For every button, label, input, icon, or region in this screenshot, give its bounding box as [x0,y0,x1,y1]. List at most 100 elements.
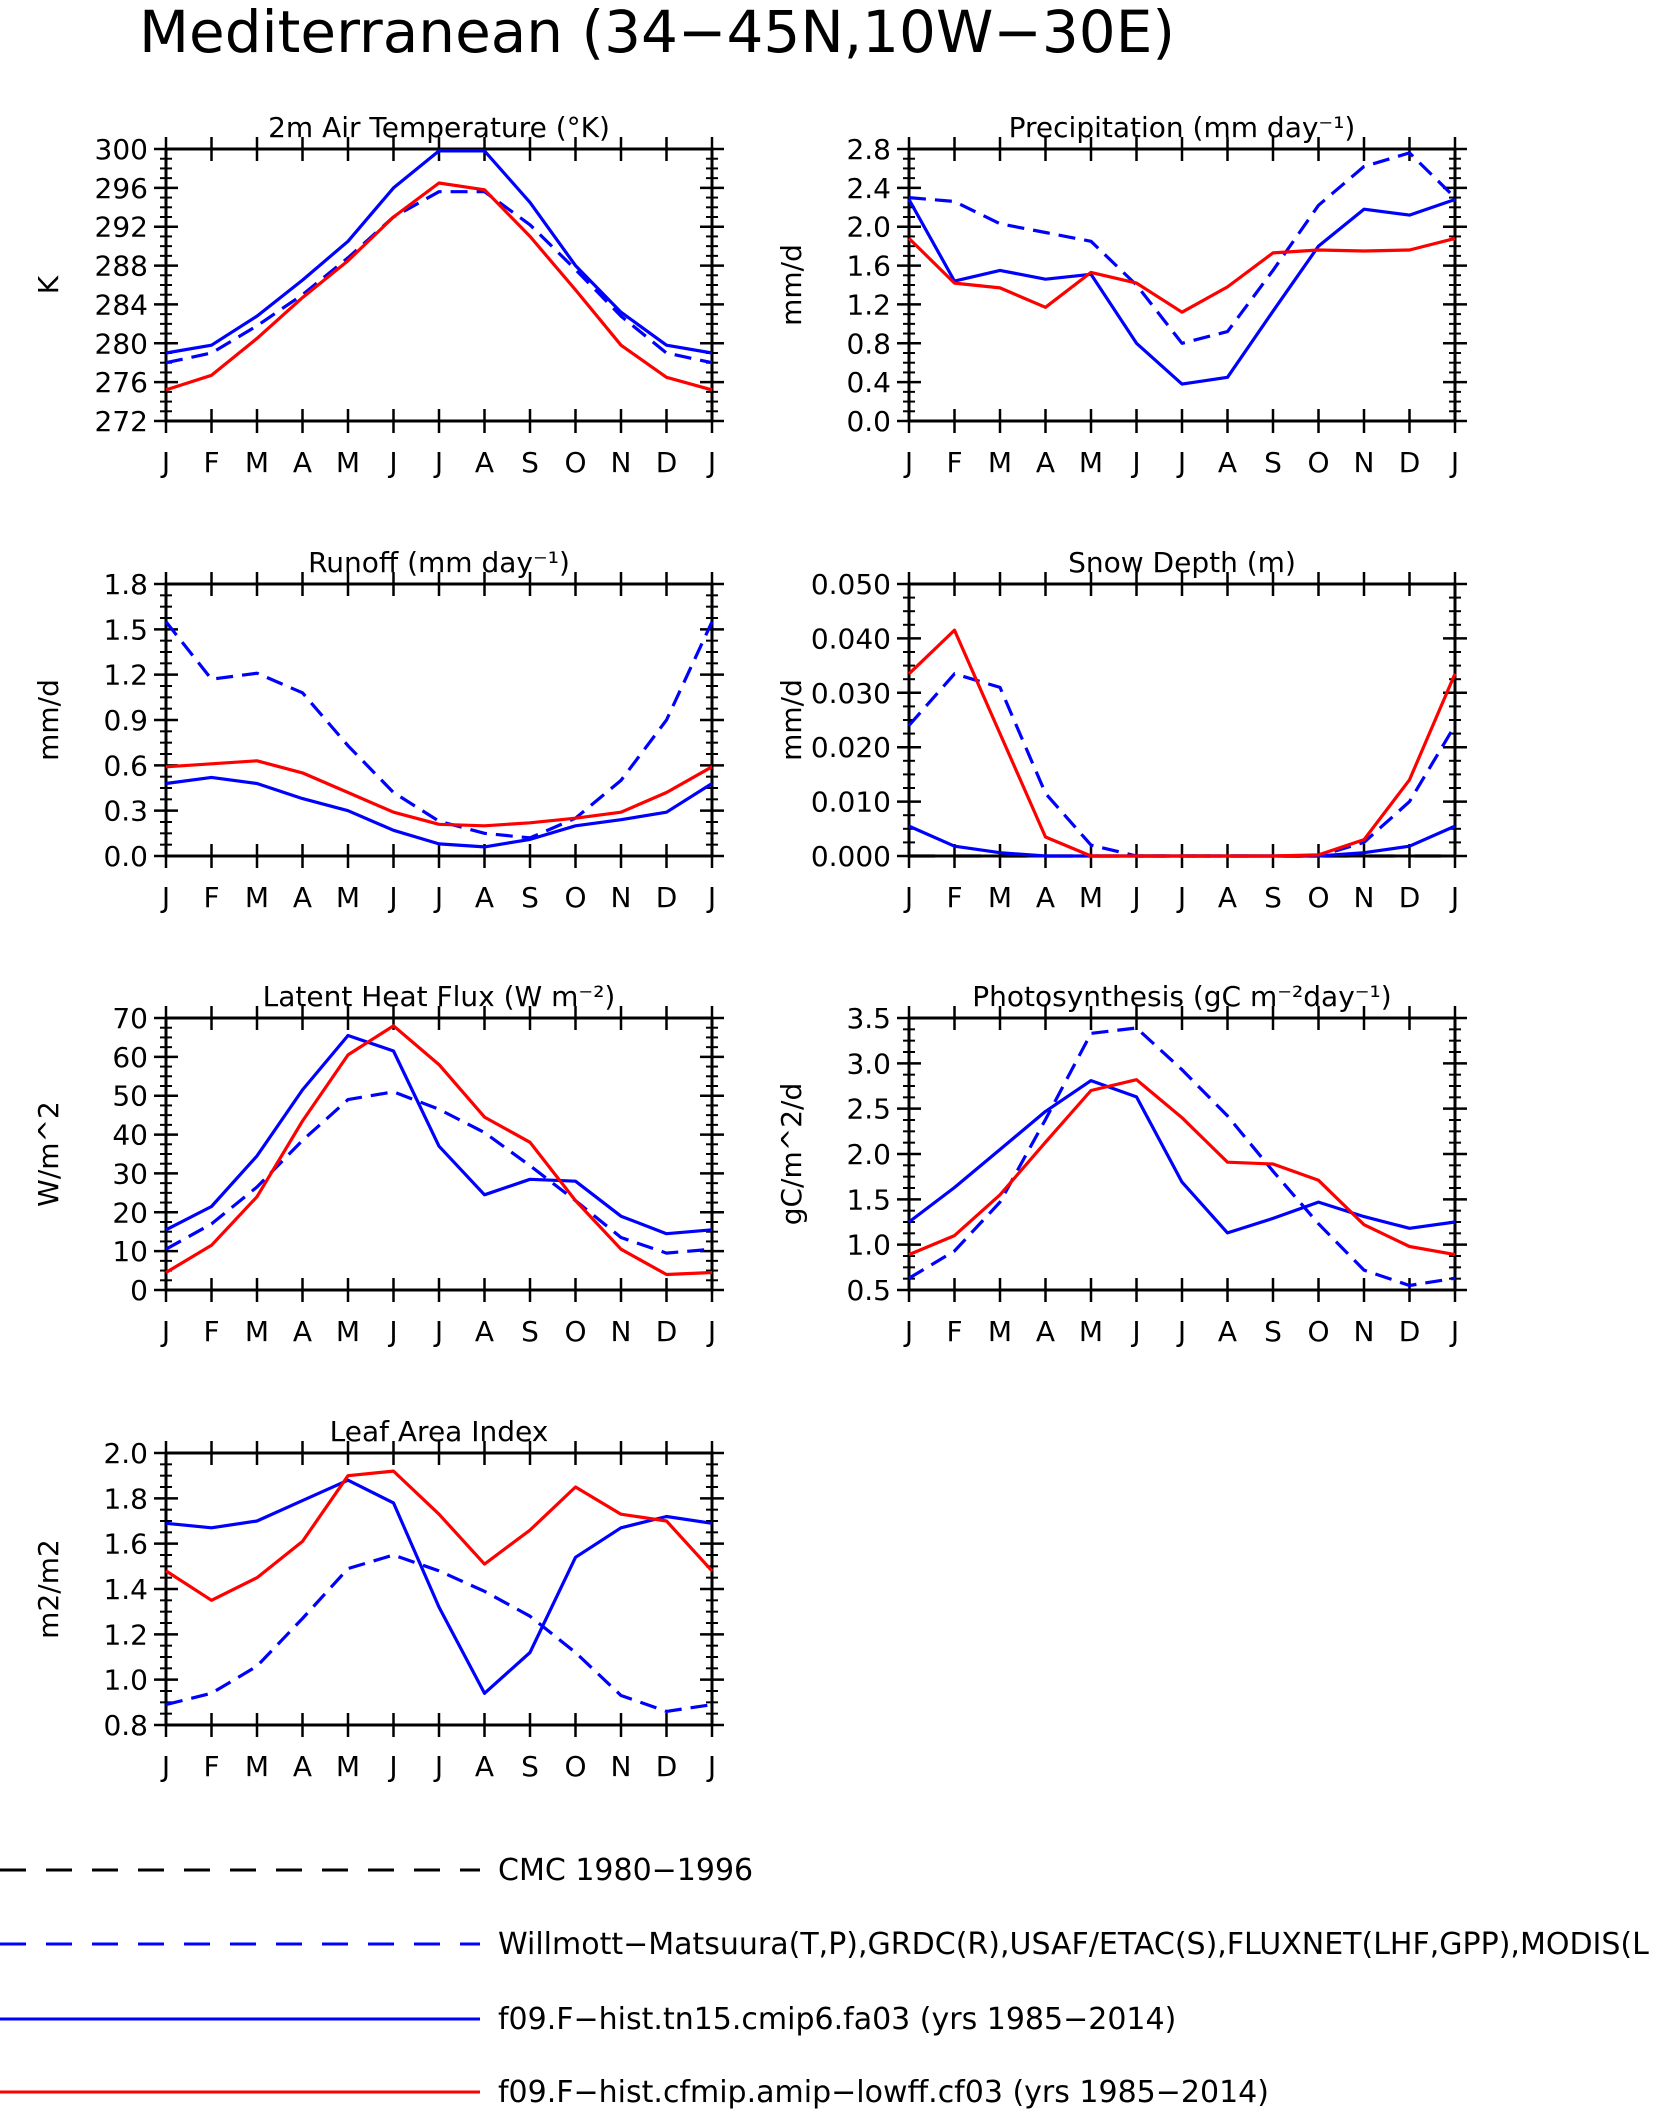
series-line-1 [164,620,714,840]
y-tick-label: 50 [112,1080,148,1113]
y-tick-label: 2.0 [846,1138,891,1171]
x-tick-label: J [160,1315,170,1348]
x-tick-label: M [988,446,1012,479]
x-tick-label: J [903,1315,913,1348]
chart-panel-5: Latent Heat Flux (W m⁻²)W/m^201020304050… [32,980,724,1348]
x-tick-label: M [245,1750,269,1783]
y-axis-label: mm/d [775,679,808,761]
x-tick-label: J [160,881,170,914]
y-axis-label: m2/m2 [32,1539,65,1639]
y-axis-label: mm/d [775,244,808,326]
x-tick-label: O [564,881,586,914]
x-tick-label: F [203,881,219,914]
x-tick-label: N [611,1750,632,1783]
y-tick-label: 0.8 [846,327,891,360]
y-tick-label: 2.0 [846,211,891,244]
x-tick-label: J [160,446,170,479]
x-tick-label: J [387,1315,397,1348]
y-tick-label: 288 [95,250,148,283]
figure-title: Mediterranean (34−45N,10W−30E) [139,0,1175,66]
y-tick-label: 0.020 [811,731,891,764]
y-tick-label: 1.6 [103,1528,148,1561]
x-tick-label: M [245,1315,269,1348]
x-tick-label: A [1036,881,1055,914]
x-tick-label: A [1218,446,1237,479]
y-tick-label: 1.8 [103,1482,148,1515]
x-tick-label: A [475,1750,494,1783]
x-tick-label: A [293,881,312,914]
x-tick-label: M [1079,881,1103,914]
y-tick-label: 1.5 [103,613,148,646]
x-tick-label: N [611,881,632,914]
series-line-3 [165,759,713,828]
y-tick-label: 0.4 [846,366,891,399]
x-tick-label: J [433,1750,443,1783]
y-tick-label: 1.5 [846,1183,891,1216]
x-tick-label: S [1264,1315,1282,1348]
chart-panel-4: Snow Depth (m)mm/d0.0000.0100.0200.0300.… [775,546,1467,914]
x-tick-label: N [611,1315,632,1348]
x-tick-label: J [1176,446,1186,479]
y-tick-label: 1.8 [103,568,148,601]
x-tick-label: F [203,1315,219,1348]
x-tick-label: M [1079,1315,1103,1348]
y-tick-label: 1.2 [103,1618,148,1651]
x-tick-label: D [656,446,678,479]
y-tick-label: 0.0 [103,840,148,873]
y-tick-label: 0.050 [811,568,891,601]
x-tick-label: J [387,881,397,914]
y-tick-label: 60 [112,1041,148,1074]
series-line-3 [165,1469,714,1602]
x-tick-label: A [1218,881,1237,914]
x-tick-label: D [656,1750,678,1783]
y-axis-label: W/m^2 [32,1101,65,1207]
series-line-2 [165,149,713,355]
y-tick-label: 3.5 [846,1002,891,1035]
x-tick-label: J [387,446,397,479]
y-tick-label: 0.000 [811,840,891,873]
y-tick-label: 2.4 [846,172,891,205]
x-tick-label: J [1449,881,1459,914]
x-tick-label: A [1218,1315,1237,1348]
x-tick-label: J [433,446,443,479]
series-line-2 [165,1478,713,1695]
y-tick-label: 2.5 [846,1093,891,1126]
x-tick-label: S [521,446,539,479]
x-tick-label: A [475,881,494,914]
x-tick-label: J [1449,446,1459,479]
y-tick-label: 292 [95,211,148,244]
x-tick-label: F [203,446,219,479]
x-tick-label: J [1130,1315,1140,1348]
x-tick-label: F [946,446,962,479]
x-tick-label: D [1399,446,1421,479]
series-line-1 [165,1553,713,1714]
y-tick-label: 1.6 [846,250,891,283]
x-tick-label: D [1399,881,1421,914]
x-tick-label: F [946,881,962,914]
series-line-2 [907,197,1456,386]
y-tick-label: 10 [112,1235,148,1268]
y-tick-label: 296 [95,172,148,205]
y-tick-label: 2.8 [846,133,891,166]
y-tick-label: 280 [95,327,148,360]
legend-label-1: CMC 1980−1996 [498,1853,753,1888]
series-line-3 [165,1024,713,1277]
x-tick-label: J [433,881,443,914]
x-tick-label: J [706,1750,716,1783]
x-tick-label: M [245,446,269,479]
x-tick-label: S [521,881,539,914]
y-tick-label: 1.4 [103,1573,148,1606]
y-tick-label: 2.0 [103,1437,148,1470]
y-tick-label: 0.3 [103,795,148,828]
x-tick-label: S [521,1315,539,1348]
x-tick-label: M [988,881,1012,914]
x-tick-label: J [706,881,716,914]
series-line-3 [165,181,713,392]
x-tick-label: M [988,1315,1012,1348]
x-tick-label: A [475,446,494,479]
x-tick-label: J [1176,881,1186,914]
x-tick-label: A [293,1750,312,1783]
x-tick-label: N [1354,446,1375,479]
y-tick-label: 0.6 [103,749,148,782]
x-tick-label: A [293,446,312,479]
